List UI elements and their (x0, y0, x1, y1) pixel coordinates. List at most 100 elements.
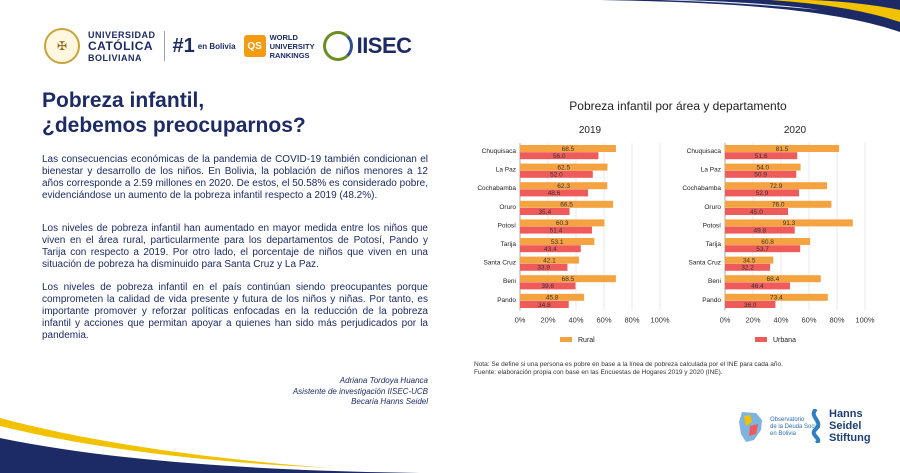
qs-icon: QS (243, 35, 266, 57)
bar-rural (725, 145, 840, 152)
category-label: Potosí (703, 222, 722, 229)
x-tick-label: 60% (801, 315, 816, 324)
data-label: 81.5 (776, 146, 789, 153)
data-label: 68.5 (562, 276, 575, 283)
bar-urbana (725, 282, 790, 290)
data-label: 35.4 (538, 209, 551, 216)
bar-urbana (520, 208, 570, 215)
hss-line2: Seidel (829, 420, 862, 432)
data-label: 46.4 (751, 283, 764, 290)
data-label: 42.1 (543, 257, 556, 264)
ucb-seal-icon: ✠ (44, 28, 80, 64)
data-label: 36.0 (744, 302, 757, 309)
hss-line3: Stiftung (829, 432, 871, 444)
poverty-chart: Pobreza infantil por área y departamento… (477, 99, 875, 344)
author-signature: Adriana Tordoya Huanca Asistente de inve… (230, 376, 428, 408)
data-label: 45.0 (750, 209, 763, 216)
data-label: 53.1 (551, 239, 564, 246)
data-label: 76.0 (772, 202, 785, 209)
category-label: Potosí (498, 222, 517, 229)
category-label: Pando (702, 297, 721, 304)
title-line1: Pobreza infantil, (42, 89, 205, 112)
rank-badge: #1 en Bolivia (173, 35, 236, 58)
legend-swatch-rural (560, 337, 572, 342)
panel-title-2019: 2019 (579, 125, 602, 136)
paragraph-2: Los niveles de pobreza infantil han aume… (42, 223, 428, 270)
data-label: 52.0 (550, 172, 563, 179)
qs-rankings-logo: QS WORLD UNIVERSITY RANKINGS (243, 33, 315, 60)
header-logos: ✠ UNIVERSIDAD CATÓLICA BOLIVIANA #1 en B… (44, 26, 412, 66)
author-affiliation: Becaria Hanns Seidel (351, 397, 428, 406)
bar-urbana (520, 301, 569, 308)
hanns-seidel-logo: Hanns Seidel Stiftung (808, 408, 871, 444)
x-tick-label: 80% (829, 315, 844, 324)
data-label: 51.6 (755, 153, 768, 160)
bar-rural (520, 293, 585, 301)
bar-urbana (520, 282, 576, 290)
data-label: 68.5 (562, 146, 575, 153)
bar-urbana (725, 263, 771, 271)
category-label: Santa Cruz (483, 260, 516, 267)
bar-urbana (725, 301, 776, 308)
x-tick-label: 80% (624, 315, 639, 324)
data-label: 34.5 (743, 257, 756, 264)
chart-title: Pobreza infantil por área y departamento (569, 99, 787, 113)
data-label: 45.8 (546, 295, 559, 302)
bar-rural (725, 275, 821, 283)
data-label: 48.6 (548, 190, 561, 197)
category-label: La Paz (496, 167, 516, 174)
iisec-logo: IISEC (322, 31, 412, 61)
data-label: 53.7 (756, 246, 769, 253)
category-label: Oruro (499, 204, 516, 211)
ucb-line1: UNIVERSIDAD (88, 29, 156, 40)
category-label: Beni (503, 278, 516, 285)
x-tick-label: 20% (540, 315, 555, 324)
ucb-line3: BOLIVIANA (88, 52, 142, 63)
x-tick-label: 40% (773, 315, 788, 324)
data-label: 52.9 (756, 190, 769, 197)
bar-urbana (725, 152, 798, 160)
data-label: 49.8 (754, 227, 767, 234)
ucb-logo-text: UNIVERSIDAD CATÓLICA BOLIVIANA (88, 30, 156, 63)
data-label: 34.8 (538, 302, 551, 309)
ucb-line2: CATÓLICA (88, 38, 154, 53)
bar-rural (725, 219, 853, 227)
category-label: Tarija (500, 241, 516, 248)
data-label: 39.6 (541, 283, 554, 290)
bar-urbana (725, 208, 788, 215)
legend-swatch-urbana (755, 337, 767, 342)
bar-urbana (520, 245, 581, 253)
category-label: Oruro (704, 204, 721, 211)
bar-rural (520, 200, 614, 208)
bolivia-map-icon (739, 412, 762, 442)
category-label: Beni (708, 278, 721, 285)
category-label: Cochabamba (682, 185, 721, 192)
x-tick-label: 0% (720, 315, 731, 324)
rank-text: en Bolivia (197, 41, 236, 51)
bar-rural (520, 182, 608, 190)
source-line: Fuente: elaboración propia con base en l… (474, 368, 723, 376)
bar-rural (725, 163, 801, 171)
observatorio-logo: Observatorio de la Deuda Social en Boliv… (736, 410, 820, 444)
data-label: 32.2 (741, 265, 754, 272)
x-tick-label: 100% (855, 315, 875, 324)
obs-line1: Observatorio (770, 416, 805, 423)
legend-label: Rural (578, 337, 595, 344)
data-label: 43.4 (544, 246, 557, 253)
qs-text: WORLD UNIVERSITY RANKINGS (270, 33, 315, 60)
hss-wave-icon (811, 409, 821, 443)
bar-rural (725, 200, 832, 208)
logo-divider (163, 31, 165, 61)
obs-line2: de la Deuda Social (770, 423, 821, 430)
bar-urbana (520, 263, 568, 271)
data-label: 66.5 (560, 202, 573, 209)
bar-urbana (725, 245, 801, 253)
bar-rural (520, 256, 579, 264)
chart-notes: Nota: Se define si una persona es pobre … (474, 361, 783, 376)
panel-title-2020: 2020 (784, 125, 807, 136)
x-tick-label: 20% (745, 315, 760, 324)
qs-line1: WORLD (269, 32, 298, 42)
data-label: 73.4 (770, 295, 783, 302)
bar-urbana (520, 152, 599, 160)
paragraph-1: Las consecuencias económicas de la pande… (42, 154, 428, 201)
